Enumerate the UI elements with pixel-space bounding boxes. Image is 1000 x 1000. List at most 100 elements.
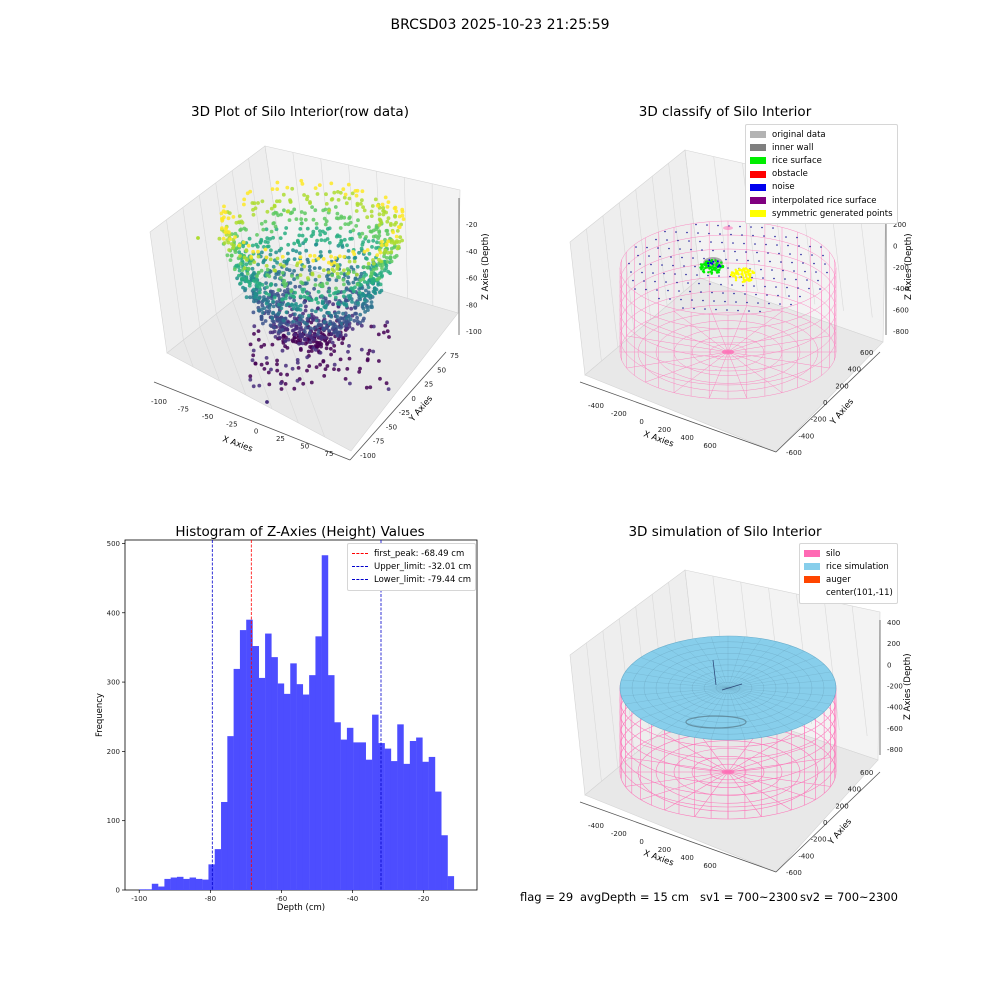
plot2-ytick-label: -200	[811, 416, 827, 424]
plot1-data-point	[272, 221, 276, 225]
plot1-data-point	[341, 311, 345, 316]
plot1-data-point	[273, 335, 278, 339]
plot1-data-point	[361, 205, 365, 210]
plot1-data-point	[332, 190, 337, 195]
plot1-data-point	[277, 330, 281, 334]
plot1-data-point	[307, 264, 312, 269]
plot1-data-point	[325, 227, 330, 231]
plot2-symmetric-point	[730, 271, 734, 274]
plot1-data-point	[303, 329, 307, 334]
plot2-noise-point	[754, 243, 756, 245]
plot1-data-point	[233, 235, 238, 240]
plot2-noise-point	[787, 244, 789, 247]
plot4-xtick-label: 400	[681, 854, 694, 862]
plot1-data-point	[314, 226, 319, 231]
plot1-data-point	[353, 285, 357, 290]
plot3-bar	[145, 889, 153, 890]
plot2-xtick-label: 200	[658, 426, 671, 434]
plot1-data-point	[329, 352, 333, 357]
plot1-data-point	[354, 224, 359, 228]
plot1-data-point	[275, 256, 280, 261]
plot2-noise-point	[757, 302, 759, 304]
plot2-noise-point	[797, 287, 799, 289]
plot2-grid-line	[651, 176, 668, 306]
plot1-data-point	[327, 289, 332, 294]
plot1-data-point	[382, 330, 386, 335]
plot1-data-point	[267, 382, 272, 387]
plot1-data-point	[279, 275, 283, 280]
plot2-legend-label: rice surface	[772, 155, 822, 166]
plot1-data-point	[261, 321, 265, 326]
plot1-data-point	[342, 268, 346, 273]
plot2-noise-point	[793, 270, 795, 272]
plot2-noise-point	[745, 251, 747, 253]
plot4-title: 3D simulation of Silo Interior	[628, 524, 822, 540]
plot1-data-point	[320, 301, 325, 305]
plot1-data-point	[329, 181, 334, 186]
plot2-ytick-label: 0	[823, 399, 827, 407]
plot2-symmetric-point	[741, 280, 744, 284]
plot2-silo-floor-spoke	[626, 351, 729, 369]
plot1-data-point	[244, 227, 248, 232]
plot1-data-point	[361, 306, 366, 311]
plot1-data-point	[291, 248, 295, 253]
plot2-noise-point	[819, 288, 821, 290]
plot1-data-point	[385, 320, 390, 325]
plot4-legend-item: center(101,-11)	[804, 587, 893, 600]
plot1-data-point	[389, 223, 393, 228]
plot2-noise-point	[808, 287, 810, 290]
plot1-data-point	[289, 289, 293, 294]
plot2-noise-point	[768, 302, 770, 305]
plot1-data-point	[297, 341, 301, 346]
plot1-data-point	[237, 214, 242, 219]
plot1-data-point	[335, 314, 340, 319]
plot1-xlabel: X Axies	[221, 434, 254, 454]
plot1-data-point	[290, 186, 295, 191]
plot1-data-point	[293, 332, 297, 337]
plot2-noise-point	[646, 246, 648, 249]
plot1-data-point	[319, 254, 323, 258]
plot2-silo-floor-spoke	[727, 335, 830, 353]
plot1-data-point	[293, 303, 297, 308]
plot2-noise-point	[802, 262, 804, 264]
plot1-data-point	[344, 316, 349, 320]
plot1-data-point	[271, 264, 276, 269]
plot2-noise-cluster-point	[707, 264, 710, 267]
plot1-data-point	[264, 255, 269, 260]
plot1-data-point	[321, 257, 326, 261]
plot2-noise-point	[711, 291, 713, 294]
plot1-data-point	[337, 234, 342, 239]
plot3-xtick-label: -60	[276, 895, 287, 903]
plot2-legend-label: obstacle	[772, 169, 808, 180]
plot1-data-point	[259, 316, 264, 321]
plot1-data-point	[325, 364, 330, 368]
plot3-ytick-label: 200	[107, 748, 120, 756]
plot1-data-point	[347, 344, 351, 348]
plot4-surface-mesh-line	[664, 645, 729, 689]
plot2-rice-surface-point	[710, 268, 714, 271]
plot2-noise-point	[727, 267, 729, 269]
plot2-rice-surface-point	[704, 266, 707, 270]
plot3-bar	[176, 876, 184, 890]
plot1-data-point	[324, 346, 329, 351]
plot1-data-point	[267, 274, 272, 279]
plot1-data-point	[292, 207, 297, 212]
plot2-noise-point	[775, 286, 777, 288]
plot1-data-point	[322, 320, 327, 324]
plot1-data-point	[324, 298, 328, 303]
plot1-data-point	[331, 323, 336, 327]
plot2-noise-point	[691, 299, 693, 301]
plot2-noise-point	[701, 249, 703, 251]
plot1-data-point	[257, 296, 262, 301]
plot2-noise-point	[641, 271, 643, 274]
plot2-ylabel: Y Axies	[828, 397, 856, 428]
plot2-symmetric-point	[741, 268, 745, 271]
plot4-xtick-label: 600	[703, 862, 716, 870]
plot2-noise-cluster-point	[708, 259, 711, 262]
plot1-data-point	[389, 259, 394, 264]
plot2-noise-point	[685, 273, 687, 276]
plot1-data-point	[270, 316, 275, 320]
plot4-silo-floor-spoke	[664, 733, 729, 773]
plot1-data-point	[323, 222, 328, 227]
